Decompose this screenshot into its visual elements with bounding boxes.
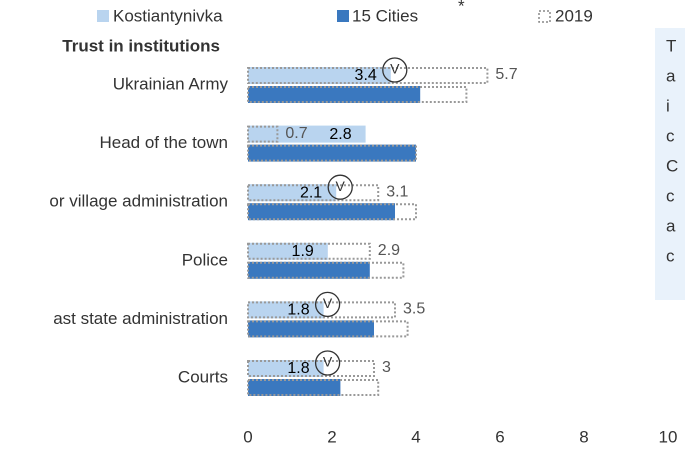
legend-swatch (97, 10, 109, 22)
value-label: 3.4 (355, 67, 377, 84)
category-label: Courts (178, 367, 228, 386)
significance-label: V (390, 61, 400, 77)
side-text: c (666, 246, 675, 265)
legend-swatch (538, 10, 551, 23)
bar (248, 360, 324, 377)
x-tick-label: 0 (243, 427, 252, 446)
side-text: a (666, 216, 676, 235)
legend-label: 2019 (555, 6, 593, 25)
significance-marker (314, 350, 341, 376)
significance-marker (382, 57, 408, 83)
x-tick-label: 6 (495, 427, 504, 446)
side-text: T (666, 36, 676, 55)
category-label: Police (182, 250, 228, 269)
bar-2019 (247, 125, 279, 143)
bar-2019 (247, 261, 405, 279)
x-tick-label: 8 (579, 427, 588, 446)
bar-2019 (247, 360, 375, 377)
category-label: or village administration (49, 192, 228, 211)
bar-2019 (247, 301, 396, 319)
legend-note: * (458, 0, 465, 15)
value-label: 2.1 (300, 184, 322, 201)
side-text: i (666, 96, 670, 115)
bar (248, 301, 324, 319)
category-label: ast state administration (53, 309, 228, 328)
side-box (655, 28, 685, 300)
bar-2019 (247, 379, 380, 396)
value-label: 2.8 (329, 126, 351, 143)
bar (248, 242, 328, 260)
bar (248, 379, 341, 396)
significance-label: V (323, 354, 333, 370)
bar-2019 (247, 86, 468, 103)
bar (248, 261, 370, 279)
value-label-2019: 2.9 (378, 242, 400, 259)
x-tick-label: 10 (659, 427, 678, 446)
bar (248, 86, 421, 103)
bar (248, 184, 337, 202)
side-text: C (666, 156, 678, 175)
legend-label: 15 Cities (352, 6, 418, 25)
bar (248, 203, 395, 221)
bar (248, 320, 374, 338)
significance-marker (314, 291, 341, 318)
bar-2019 (247, 203, 417, 221)
value-label-2019: 3 (382, 359, 391, 376)
value-label-2019: 0.7 (285, 125, 307, 142)
value-label: 1.9 (292, 243, 314, 260)
significance-marker (327, 174, 353, 200)
value-label-2019: 3.1 (386, 183, 408, 200)
x-tick-label: 2 (327, 427, 336, 446)
significance-label: V (336, 178, 346, 194)
bar (248, 144, 416, 162)
value-label: 1.8 (287, 360, 309, 377)
x-tick-label: 4 (411, 427, 420, 446)
bar (248, 67, 391, 84)
category-label: Ukrainian Army (113, 74, 229, 93)
bar-2019 (247, 320, 409, 338)
bar-2019 (247, 144, 417, 162)
value-label-2019: 3.5 (403, 301, 425, 318)
legend-swatch (337, 10, 349, 22)
bar-2019 (247, 184, 380, 202)
value-label-2019: 5.7 (495, 66, 517, 83)
chart-title: Trust in institutions (62, 36, 220, 55)
side-text: c (666, 126, 675, 145)
side-text: a (666, 66, 676, 85)
legend-label: Kostiantynivka (113, 6, 223, 25)
bar-2019 (247, 67, 489, 84)
value-label: 1.8 (287, 302, 309, 319)
side-text: c (666, 186, 675, 205)
bar-2019 (247, 242, 371, 260)
category-label: Head of the town (99, 133, 228, 152)
significance-label: V (323, 295, 333, 311)
